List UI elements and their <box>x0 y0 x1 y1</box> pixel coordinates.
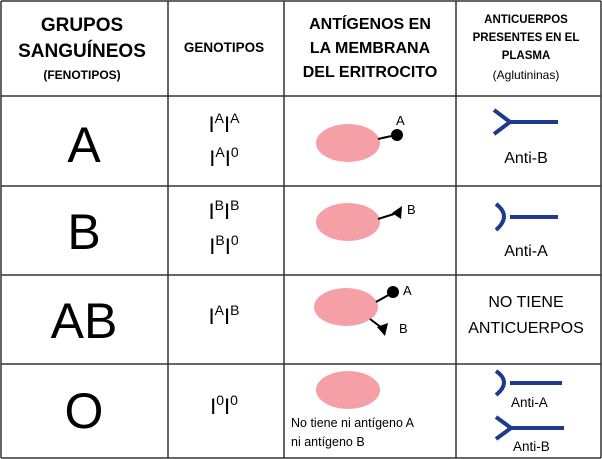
header-col2: GENOTIPOS <box>184 40 264 55</box>
antigen-ab-b-triangle-icon <box>377 323 388 336</box>
antigen-ab-b-label: B <box>399 321 408 336</box>
erythrocyte-ab <box>314 288 378 326</box>
anti-b-fork-icon <box>492 108 558 136</box>
no-antibodies-line2: ANTICUERPOS <box>468 320 584 337</box>
erythrocyte-b <box>316 203 380 241</box>
header-col3-line3: DEL ERITROCITO <box>303 64 438 81</box>
header-col4-line1: ANTICUERPOS <box>484 14 568 26</box>
antigen-b-triangle-icon <box>392 206 402 219</box>
header-col4-line2: PRESENTES EN EL <box>473 32 580 44</box>
no-antigens-line1: No tiene ni antígeno A <box>291 416 415 430</box>
genotype-a-2: IAI0 <box>209 144 239 171</box>
header-col3-line2: LA MEMBRANA <box>310 40 431 57</box>
erythrocyte-a <box>316 124 380 162</box>
header-col1-line1: GRUPOS <box>41 15 123 36</box>
antibody-anti-a-label: Anti-A <box>504 243 548 260</box>
header-col4-line3: PLASMA <box>502 50 551 62</box>
anti-b-fork-icon <box>494 415 564 441</box>
genotype-a-1: IAIA <box>209 110 241 137</box>
erythrocyte-o <box>316 371 380 409</box>
header-col1-sub: (FENOTIPOS) <box>43 68 120 82</box>
genotype-o: I0I0 <box>210 392 238 419</box>
group-ab-label: AB <box>51 293 118 349</box>
antigen-b-label: B <box>407 202 416 217</box>
header-col1-line2: SANGUÍNEOS <box>18 40 146 62</box>
antibody-o-anti-b-label: Anti-B <box>513 439 550 454</box>
header-col3-line1: ANTÍGENOS EN <box>309 14 431 33</box>
no-antigens-line2: ni antígeno B <box>291 435 365 449</box>
antigen-a-circle-icon <box>391 129 403 141</box>
no-antibodies-line1: NO TIENE <box>488 294 563 311</box>
antigen-b-stem <box>377 213 395 220</box>
antigen-ab-a-label: A <box>403 283 412 298</box>
anti-a-cup-icon <box>494 369 562 397</box>
genotype-b-1: IBIB <box>209 197 240 224</box>
group-o-label: O <box>65 383 104 439</box>
group-a-label: A <box>67 117 101 173</box>
antibody-anti-b-label: Anti-B <box>504 150 548 167</box>
genotype-b-2: IBI0 <box>209 232 239 259</box>
header-col4-sub: (Aglutininas) <box>493 68 560 82</box>
antibody-o-anti-a-label: Anti-A <box>511 395 548 410</box>
antigen-ab-a-circle-icon <box>387 286 399 298</box>
antigen-a-label: A <box>396 113 405 128</box>
genotype-ab: IAIB <box>209 302 240 329</box>
anti-a-cup-icon <box>494 202 558 232</box>
group-b-label: B <box>67 204 100 260</box>
